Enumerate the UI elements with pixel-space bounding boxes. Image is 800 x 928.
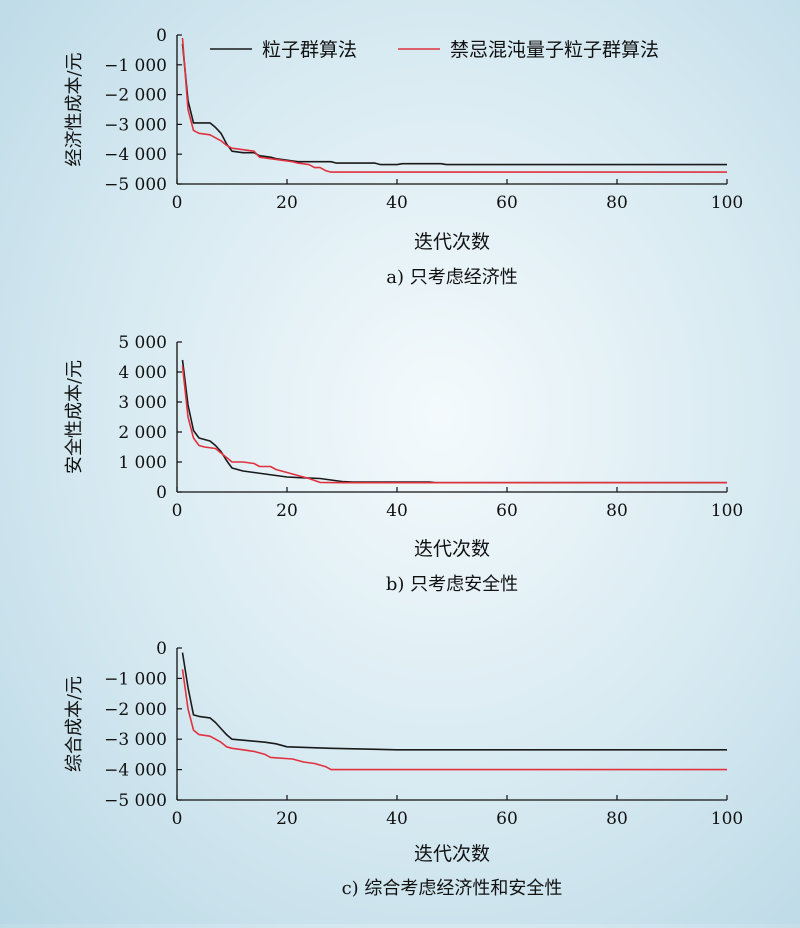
y-tick-label: −1 000 xyxy=(104,56,167,76)
x-axis-label: 迭代次数 xyxy=(414,538,490,560)
series-line-tcqpso xyxy=(181,365,727,484)
x-tick-label: 100 xyxy=(711,809,743,829)
series-line-tcqpso xyxy=(181,37,727,173)
panel-caption: c) 综合考虑经济性和安全性 xyxy=(342,878,563,899)
x-tick-label: 100 xyxy=(711,193,743,213)
y-tick-label: −5 000 xyxy=(104,791,167,811)
x-tick-label: 20 xyxy=(276,809,298,829)
x-tick-label: 20 xyxy=(276,501,298,521)
x-tick-label: 40 xyxy=(386,501,408,521)
panel-caption: a) 只考虑经济性 xyxy=(386,267,517,288)
x-tick-label: 60 xyxy=(496,193,518,213)
y-tick-label: 3 000 xyxy=(118,393,167,413)
legend-label-pso: 粒子群算法 xyxy=(262,39,357,61)
x-axis-label: 迭代次数 xyxy=(414,231,490,253)
legend: 粒子群算法 禁忌混沌量子粒子群算法 xyxy=(210,39,659,61)
x-tick-label: 20 xyxy=(276,193,298,213)
x-tick-label: 60 xyxy=(496,501,518,521)
y-tick-label: 2 000 xyxy=(118,423,167,443)
x-tick-label: 40 xyxy=(386,809,408,829)
y-axis-label: 安全性成本/元 xyxy=(64,360,85,474)
x-tick-label: 80 xyxy=(606,193,628,213)
x-tick-label: 0 xyxy=(172,501,183,521)
y-tick-label: −4 000 xyxy=(104,145,167,165)
y-tick-label: −3 000 xyxy=(104,115,167,135)
panel-caption: b) 只考虑安全性 xyxy=(386,574,518,595)
x-tick-label: 100 xyxy=(711,501,743,521)
x-tick-label: 0 xyxy=(172,193,183,213)
x-tick-label: 80 xyxy=(606,501,628,521)
legend-label-tcqpso: 禁忌混沌量子粒子群算法 xyxy=(450,39,659,61)
y-tick-label: −2 000 xyxy=(104,86,167,106)
y-tick-label: −2 000 xyxy=(104,700,167,720)
y-tick-label: −1 000 xyxy=(104,669,167,689)
y-tick-label: 0 xyxy=(156,483,167,503)
y-tick-label: −5 000 xyxy=(104,175,167,195)
series-line-tcqpso xyxy=(181,669,727,771)
y-tick-label: 1 000 xyxy=(118,453,167,473)
x-tick-label: 80 xyxy=(606,809,628,829)
x-tick-label: 60 xyxy=(496,809,518,829)
y-tick-label: 0 xyxy=(156,26,167,46)
series-line-pso xyxy=(181,652,727,751)
y-tick-label: 5 000 xyxy=(118,333,167,353)
series-line-pso xyxy=(181,43,727,166)
y-tick-label: 0 xyxy=(156,639,167,659)
x-tick-label: 40 xyxy=(386,193,408,213)
y-tick-label: −3 000 xyxy=(104,730,167,750)
chart-panel-1: 0 1 000 2 000 3 000 4 000 5 000 0 20 40 60 80 100 安全… xyxy=(64,333,743,595)
y-axis-label: 综合成本/元 xyxy=(64,676,85,772)
y-axis-label: 经济性成本/元 xyxy=(64,52,85,166)
x-axis-label: 迭代次数 xyxy=(414,843,490,865)
series-line-pso xyxy=(181,359,727,484)
y-tick-label: 4 000 xyxy=(118,363,167,383)
x-tick-label: 0 xyxy=(172,809,183,829)
y-tick-label: −4 000 xyxy=(104,761,167,781)
